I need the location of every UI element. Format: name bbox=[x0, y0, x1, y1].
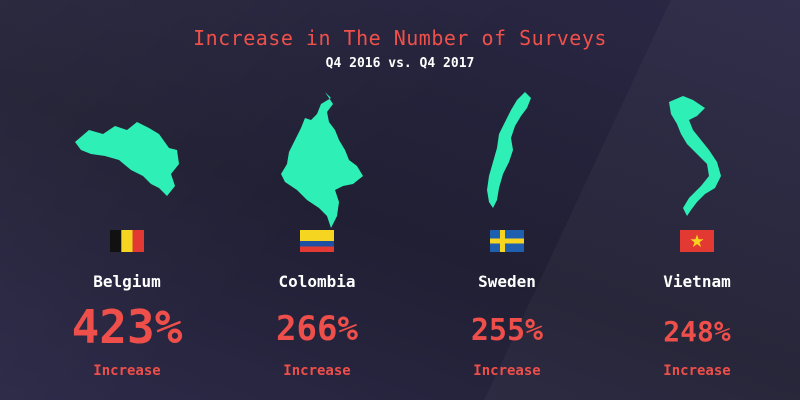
country-card-sweden: Sweden 255% Increase bbox=[407, 80, 607, 400]
country-name: Vietnam bbox=[663, 272, 731, 291]
increase-label: Increase bbox=[663, 363, 731, 379]
percent-value: 266% bbox=[276, 309, 358, 349]
belgium-map-icon bbox=[27, 90, 227, 230]
sweden-map-icon bbox=[407, 90, 607, 230]
percent-value: 255% bbox=[470, 313, 544, 348]
page-subtitle: Q4 2016 vs. Q4 2017 bbox=[325, 56, 475, 71]
colombia-flag-icon bbox=[300, 230, 334, 252]
percent-value: 423% bbox=[71, 300, 183, 354]
country-card-colombia: Colombia 266% Increase bbox=[217, 80, 417, 400]
country-name: Sweden bbox=[478, 272, 536, 291]
percent-value: 248% bbox=[663, 315, 731, 348]
vietnam-map-icon bbox=[597, 90, 797, 230]
belgium-flag-icon bbox=[110, 230, 144, 252]
increase-label: Increase bbox=[93, 363, 161, 379]
increase-label: Increase bbox=[473, 363, 541, 379]
page-title: Increase in The Number of Surveys bbox=[193, 26, 607, 50]
colombia-map-icon bbox=[217, 90, 417, 230]
vietnam-flag-icon bbox=[680, 230, 714, 252]
country-name: Colombia bbox=[278, 272, 356, 291]
country-card-belgium: Belgium 423% Increase bbox=[27, 80, 227, 400]
country-card-vietnam: Vietnam 248% Increase bbox=[597, 80, 797, 400]
increase-label: Increase bbox=[283, 363, 351, 379]
sweden-flag-icon bbox=[490, 230, 524, 252]
country-name: Belgium bbox=[93, 272, 161, 291]
